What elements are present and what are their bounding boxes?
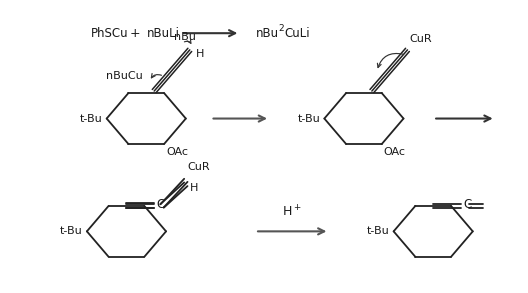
- Text: H: H: [190, 183, 198, 193]
- Text: C: C: [463, 198, 471, 211]
- Text: CuLi: CuLi: [285, 27, 310, 40]
- Text: OAc: OAc: [384, 147, 406, 157]
- Text: nBu: nBu: [256, 27, 279, 40]
- Text: +: +: [130, 27, 140, 40]
- Text: CuR: CuR: [188, 163, 211, 173]
- Text: H: H: [196, 49, 204, 59]
- Text: nBuCu: nBuCu: [106, 71, 142, 81]
- Text: H$^+$: H$^+$: [282, 204, 301, 219]
- Text: CuR: CuR: [409, 34, 432, 44]
- Text: t-Bu: t-Bu: [60, 226, 83, 236]
- Text: t-Bu: t-Bu: [80, 114, 103, 124]
- Text: 2: 2: [279, 24, 285, 33]
- Text: PhSCu: PhSCu: [91, 27, 128, 40]
- Text: nBu: nBu: [174, 32, 196, 42]
- Text: t-Bu: t-Bu: [367, 226, 390, 236]
- Text: nBuLi: nBuLi: [147, 27, 180, 40]
- Text: t-Bu: t-Bu: [298, 114, 320, 124]
- Text: OAc: OAc: [166, 147, 188, 157]
- Text: C: C: [156, 198, 164, 211]
